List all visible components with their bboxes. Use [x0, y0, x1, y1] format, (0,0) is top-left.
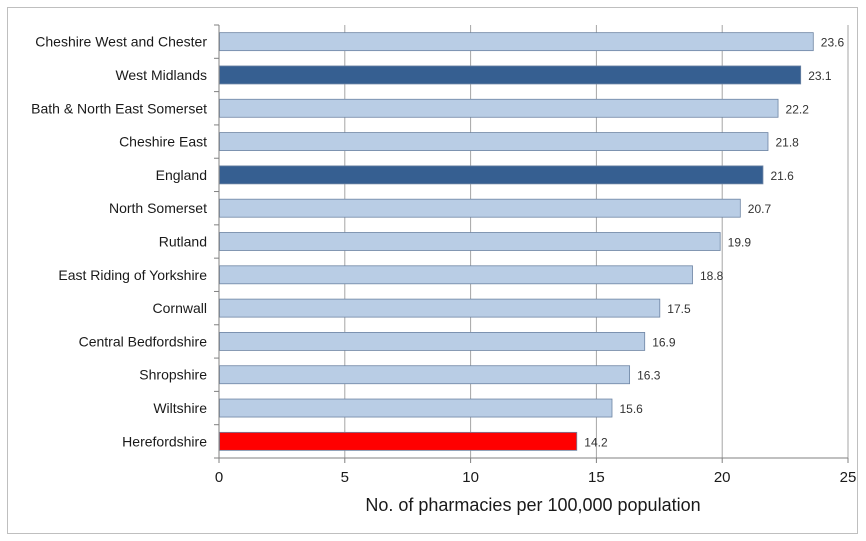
bar	[219, 198, 741, 218]
data-labels: 23.6 23.1 22.2 21.8 21.6 20.7 19.9 18.8 17.5 16.9…	[584, 36, 844, 450]
data-label: 22.2	[786, 102, 810, 116]
category-label: North Somerset	[109, 200, 207, 216]
category-label: West Midlands	[115, 67, 207, 83]
category-label: Cheshire West and Chester	[35, 34, 207, 50]
x-tick-label: 15	[588, 469, 605, 486]
data-label: 21.6	[770, 169, 794, 183]
category-label: England	[156, 167, 207, 183]
bar	[219, 32, 814, 52]
x-axis-title: No. of pharmacies per 100,000 population	[365, 495, 700, 515]
category-label: Wiltshire	[153, 400, 207, 416]
x-tick-labels: 0 5 10 15 20 25	[215, 469, 857, 486]
data-label: 19.9	[728, 236, 752, 250]
bar	[219, 265, 693, 285]
data-label: 23.1	[808, 69, 832, 83]
bar	[219, 132, 769, 151]
bar	[219, 298, 661, 318]
category-label: Cornwall	[153, 300, 207, 316]
category-label: Cheshire East	[119, 134, 207, 150]
category-label: East Riding of Yorkshire	[58, 267, 207, 283]
category-label: Herefordshire	[122, 433, 207, 449]
bar	[219, 232, 721, 251]
data-label: 15.6	[619, 402, 643, 416]
bar	[219, 165, 764, 185]
bar	[219, 65, 802, 85]
data-label: 17.5	[667, 302, 691, 316]
bar	[219, 431, 578, 451]
data-label: 14.2	[584, 435, 608, 449]
data-label: 21.8	[775, 136, 799, 150]
category-label: Bath & North East Somerset	[31, 100, 207, 116]
bar	[219, 98, 779, 118]
x-tick-label: 5	[341, 469, 349, 486]
category-label: Shropshire	[139, 367, 207, 383]
x-tick-label: 25	[840, 469, 857, 486]
category-label: Rutland	[159, 234, 207, 250]
data-label: 16.3	[637, 369, 661, 383]
data-label: 23.6	[821, 36, 845, 50]
category-label: Central Bedfordshire	[79, 333, 208, 349]
data-label: 20.7	[748, 202, 772, 216]
bar	[219, 332, 646, 351]
x-tick-label: 10	[462, 469, 479, 486]
bars	[219, 32, 814, 451]
x-tick-label: 20	[714, 469, 731, 486]
data-label: 18.8	[700, 269, 724, 283]
bar	[219, 398, 613, 418]
data-label: 16.9	[652, 335, 676, 349]
category-labels: Cheshire West and Chester West Midlands Ba…	[31, 34, 207, 450]
bar	[219, 365, 631, 385]
x-tick-label: 0	[215, 469, 223, 486]
axes	[214, 24, 849, 463]
